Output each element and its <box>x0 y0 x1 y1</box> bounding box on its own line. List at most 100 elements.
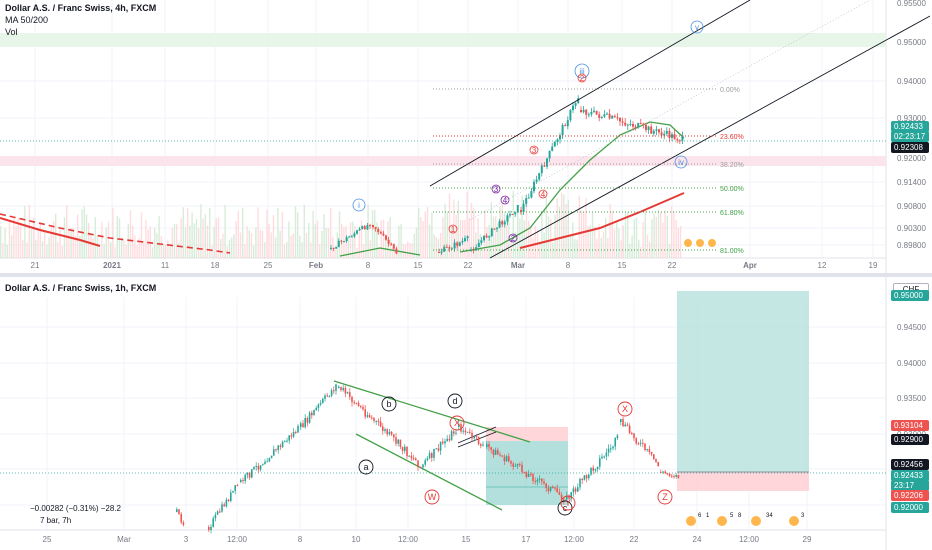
volume-bar <box>88 223 90 258</box>
volume-bar <box>316 220 319 258</box>
volume-bar <box>30 229 33 258</box>
tag-092456: 0.92456 <box>891 459 929 470</box>
candle-body <box>639 123 642 125</box>
top-last-price-tag: 0.92433 <box>891 121 929 132</box>
candle-body <box>362 406 364 410</box>
bot-time-tick: 12:00 <box>564 535 585 544</box>
candle-body <box>592 467 594 471</box>
volume-bar <box>646 234 649 258</box>
event-flag <box>696 239 704 247</box>
volume-bar <box>79 235 81 258</box>
candle-body <box>448 438 451 441</box>
volume-bar <box>332 236 334 258</box>
candle-body <box>390 431 393 435</box>
candle-body <box>455 432 457 434</box>
tag-092206: 0.92206 <box>891 490 929 501</box>
pane-divider[interactable] <box>0 273 932 277</box>
wave-label-i-circle <box>352 198 366 212</box>
bottom-chart-pane[interactable]: 0.945000.940000.935000.930000.925000.920… <box>0 277 932 550</box>
volume-bar <box>433 234 435 258</box>
candle-body <box>253 466 255 470</box>
volume-bar <box>528 220 530 258</box>
candle-body <box>335 384 337 391</box>
volume-bar <box>457 200 459 258</box>
volume-bar <box>605 218 607 258</box>
volume-bar <box>550 219 552 258</box>
volume-bar <box>534 225 536 258</box>
candle-body <box>543 165 546 167</box>
volume-bar <box>94 217 96 258</box>
top-symbol-title[interactable]: Dollar A.S. / Franc Swiss, 4h, FXCM <box>5 3 157 13</box>
candle-body <box>514 212 517 215</box>
top-chart-canvas[interactable]: 0.95000 0.94000 0.93000 0.92000 0.91400 0.908… <box>0 0 932 273</box>
volume-bar <box>385 234 387 258</box>
candle-body <box>308 412 311 423</box>
event-flag-count: 6 <box>698 513 702 519</box>
candle-body <box>346 392 349 394</box>
volume-bar <box>187 208 189 258</box>
bottom-symbol-title[interactable]: Dollar A.S. / Franc Swiss, 1h, FXCM <box>5 283 157 293</box>
candle-body <box>360 406 362 408</box>
volume-bar <box>389 217 391 258</box>
candle-body <box>475 247 478 251</box>
volume-bar <box>558 206 561 258</box>
candle-body <box>317 404 320 408</box>
volume-bar <box>193 223 195 258</box>
candle-body <box>438 252 440 253</box>
volume-bar <box>156 232 158 258</box>
top-time-tick: 21 <box>31 261 40 270</box>
candle-body <box>340 386 342 391</box>
candle-body <box>668 130 671 138</box>
volume-bar <box>517 206 519 258</box>
volume-bar <box>352 221 354 258</box>
volume-bar <box>334 245 336 258</box>
volume-bar <box>90 233 92 258</box>
volume-bar <box>627 212 629 258</box>
volume-bar <box>594 226 596 258</box>
top-price-tick: 0.89800 <box>897 241 926 250</box>
volume-bar <box>81 209 83 258</box>
candle-body <box>485 235 488 238</box>
wave-label-a-circle <box>358 459 374 475</box>
volume-bar <box>215 218 217 258</box>
top-time-tick: 2021 <box>103 261 121 270</box>
top-time-tick: 8 <box>566 261 571 270</box>
candle-body <box>664 471 666 474</box>
candle-body <box>292 431 295 437</box>
candle-body <box>628 425 631 433</box>
candle-body <box>532 474 534 481</box>
candle-body <box>337 240 340 248</box>
wave-label-2-circle <box>577 73 587 83</box>
volume-bar <box>136 245 138 258</box>
candle-body <box>264 461 266 465</box>
volume-bar <box>189 225 191 258</box>
candle-body <box>395 248 398 254</box>
volume-bar <box>294 206 297 258</box>
candle-body <box>313 409 315 416</box>
candle-body <box>236 485 239 487</box>
candle-body <box>572 488 575 493</box>
fib-level-label: 81.00% <box>720 248 744 255</box>
candle-body <box>568 495 570 499</box>
candle-body <box>356 230 358 234</box>
bottom-chart-canvas[interactable]: 0.945000.940000.935000.930000.925000.920… <box>0 277 932 550</box>
candle-body <box>345 237 348 242</box>
volume-bar <box>242 207 244 258</box>
volume-bar <box>629 243 631 258</box>
volume-indicator-label[interactable]: Vol <box>5 27 18 37</box>
ma-indicator-label[interactable]: MA 50/200 <box>5 15 49 25</box>
volume-bar <box>268 223 270 258</box>
candle-body <box>251 469 253 478</box>
candle-body <box>587 114 590 116</box>
volume-bar <box>123 240 125 258</box>
candle-body <box>626 424 629 426</box>
candle-body <box>525 472 528 477</box>
candle-body <box>340 240 343 242</box>
volume-bar <box>413 233 415 258</box>
bottom-legend: Dollar A.S. / Franc Swiss, 1h, FXCM <box>5 282 156 294</box>
wave-label-Y-circle <box>560 495 576 511</box>
candle-body <box>388 431 391 435</box>
volume-bar <box>677 227 679 258</box>
top-chart-pane[interactable]: 0.95000 0.94000 0.93000 0.92000 0.91400 0.908… <box>0 0 932 273</box>
ma200-line-solid-left <box>0 217 101 247</box>
